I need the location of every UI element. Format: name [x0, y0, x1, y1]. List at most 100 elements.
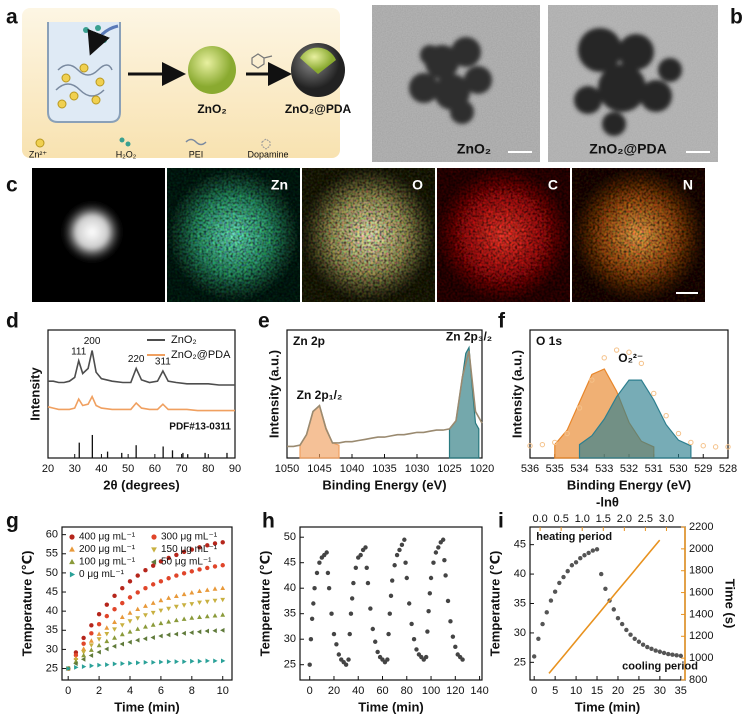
marker [632, 636, 637, 642]
marker [638, 360, 645, 367]
marker [88, 647, 94, 652]
marker [69, 571, 76, 578]
annotation: 200 [84, 336, 101, 347]
marker [220, 540, 225, 545]
marker [349, 596, 355, 601]
y-axis-label: Intensity [27, 367, 42, 421]
x-axis-label: Time (min) [114, 699, 180, 714]
marker [159, 659, 164, 665]
x-tick-label: 30 [69, 463, 81, 475]
marker [204, 599, 210, 605]
marker [403, 560, 408, 565]
marker [135, 616, 141, 621]
tem-particles [574, 28, 682, 136]
x-tick-label: 528 [719, 463, 737, 475]
marker [69, 546, 75, 552]
marker [212, 586, 218, 591]
marker [220, 612, 226, 617]
marker [212, 564, 218, 569]
marker [158, 559, 164, 564]
x-tick-label: 140 [470, 685, 488, 697]
x-tick-label: 1040 [340, 463, 364, 475]
y-tick-label: 35 [46, 624, 58, 636]
pour-arrow [87, 24, 119, 56]
x-tick-label: 50 [122, 463, 134, 475]
marker [564, 430, 570, 437]
map-signal [572, 168, 705, 302]
y-tick-label: 40 [284, 582, 296, 594]
marker [197, 614, 202, 619]
x-tick-label: 100 [422, 685, 440, 697]
x-tick-label: 80 [202, 463, 214, 475]
marker [173, 631, 179, 637]
marker [326, 586, 332, 591]
marker [204, 628, 209, 634]
marker [181, 603, 187, 608]
marker [317, 560, 322, 565]
marker [119, 614, 125, 619]
annotation: 220 [128, 354, 145, 365]
y-tick-label: 30 [46, 643, 58, 655]
marker [135, 590, 140, 595]
marker [69, 558, 75, 565]
legend-icon [119, 137, 131, 147]
marker [712, 444, 719, 450]
marker [700, 443, 706, 449]
marker [442, 557, 447, 563]
marker [135, 626, 141, 631]
marker [158, 633, 163, 639]
marker [112, 593, 117, 599]
x-tick-label: 60 [376, 685, 388, 697]
marker [150, 600, 156, 605]
panel-label: e [258, 310, 270, 333]
marker [150, 622, 156, 627]
marker [407, 601, 412, 606]
marker [443, 573, 448, 578]
x-tick-label: 20 [42, 463, 54, 475]
marker [426, 608, 431, 614]
marker [347, 631, 352, 637]
panel-title: O 1s [536, 334, 562, 348]
marker [590, 548, 596, 553]
marker [96, 612, 102, 617]
x-tick-label: 2 [96, 685, 102, 697]
legend-label: 300 μg mL⁻¹ [161, 532, 218, 543]
marker [221, 658, 226, 664]
x-tick-label: 10 [570, 685, 582, 697]
marker [626, 349, 632, 355]
marker [142, 636, 148, 642]
y2-tick-label: 1400 [689, 608, 713, 620]
marker [174, 659, 179, 665]
y-axis-label: Temperature (℃) [19, 551, 34, 657]
marker [205, 658, 210, 664]
x-tick-label: 1035 [372, 463, 396, 475]
marker [104, 646, 109, 652]
tem-panel: ZnO₂ ZnO₂@PDA [372, 5, 718, 162]
marker [151, 660, 156, 665]
peak-label: O₂²⁻ [618, 351, 643, 365]
panel-label: d [6, 310, 19, 333]
y-axis-label: Temperature (℃) [487, 551, 502, 657]
panel-label: g [6, 510, 19, 533]
marker [197, 588, 202, 593]
y2-tick-label: 1000 [689, 652, 713, 664]
marker [427, 591, 433, 596]
peak-area [299, 404, 340, 459]
marker [166, 606, 172, 612]
y-tick-label: 30 [514, 627, 526, 639]
marker [112, 627, 117, 632]
x-tick-label: 536 [521, 463, 539, 475]
marker [661, 650, 667, 656]
scheme-legend-label: PEI [189, 149, 204, 159]
marker [166, 619, 172, 624]
x-tick-label: 40 [352, 685, 364, 697]
marker [181, 571, 187, 576]
marker [565, 568, 570, 574]
marker [346, 657, 351, 662]
marker [182, 659, 187, 665]
marker [158, 608, 164, 613]
marker [212, 598, 218, 604]
map-label: C [548, 177, 558, 193]
y-tick-label: 35 [284, 608, 296, 620]
x-tick-label: 1050 [275, 463, 299, 475]
